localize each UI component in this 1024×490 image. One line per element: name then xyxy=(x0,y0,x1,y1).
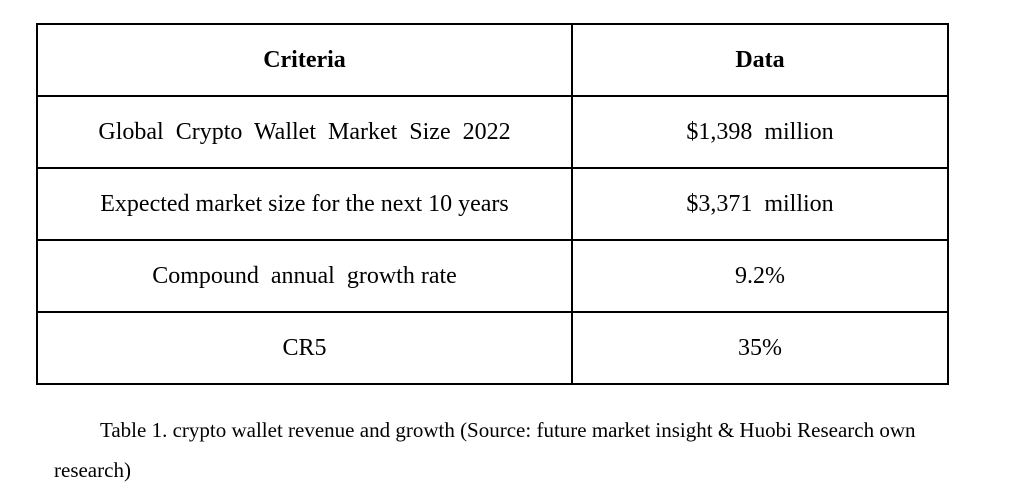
table-caption: Table 1. crypto wallet revenue and growt… xyxy=(54,418,916,482)
header-criteria: Criteria xyxy=(36,23,573,97)
table-header-row: Criteria Data xyxy=(36,23,949,97)
cell-criteria: CR5 xyxy=(36,311,573,385)
cell-data: $1,398 million xyxy=(571,95,949,169)
cell-data: 9.2% xyxy=(571,239,949,313)
cell-data: $3,371 million xyxy=(571,167,949,241)
table-row: Compound annual growth rate 9.2% xyxy=(36,239,949,313)
table-row: Global Crypto Wallet Market Size 2022 $1… xyxy=(36,95,949,169)
data-table: Criteria Data Global Crypto Wallet Marke… xyxy=(36,23,949,385)
header-data: Data xyxy=(571,23,949,97)
cell-criteria: Global Crypto Wallet Market Size 2022 xyxy=(36,95,573,169)
table-row: CR5 35% xyxy=(36,311,949,385)
cell-criteria: Compound annual growth rate xyxy=(36,239,573,313)
cell-data: 35% xyxy=(571,311,949,385)
table-row: Expected market size for the next 10 yea… xyxy=(36,167,949,241)
cell-criteria: Expected market size for the next 10 yea… xyxy=(36,167,573,241)
